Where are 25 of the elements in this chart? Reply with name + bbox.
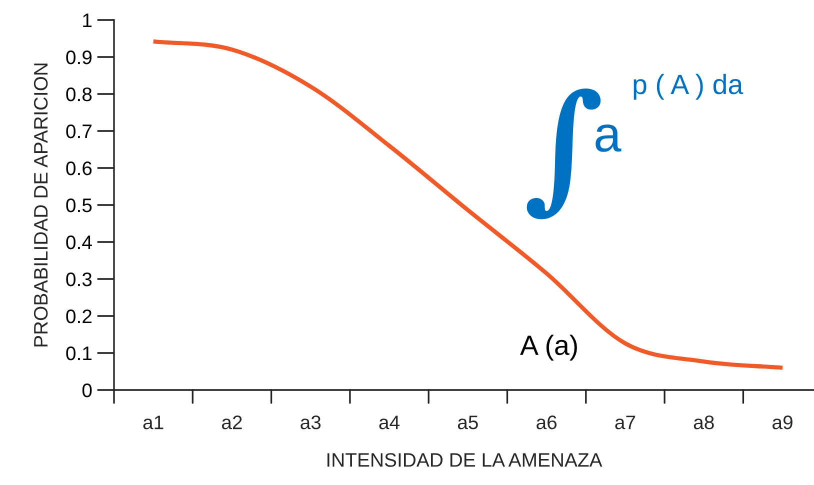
x-tick-label: a7 [615,416,636,430]
x-tick-label: a5 [458,416,478,430]
annotation: p ( A ) da [634,74,744,100]
y-tick-label: 1 [83,14,92,28]
y-tick-label: 0.5 [66,198,92,212]
y-tick-label: 0.9 [66,50,92,64]
y-tick-label: 0.1 [66,346,92,360]
y-tick-label: 0.3 [66,272,92,286]
y-tick-label: 0.6 [66,161,92,176]
x-tick-label: a2 [222,416,242,430]
y-tick-label: 0 [82,383,92,398]
x-tick-label: a3 [300,416,321,430]
x-tick-label: a4 [379,416,400,430]
x-tick-label: a9 [772,416,792,430]
line-series [151,39,785,370]
y-tick-label: 0.4 [66,235,92,250]
annotation: A (a) [520,334,577,361]
x-tick-label: a8 [694,416,714,430]
y-tick-label: 0.2 [66,309,92,324]
x-tick-label: a1 [143,416,164,430]
y-tick-label: 0.8 [66,87,92,102]
x-tick-label: a6 [536,416,557,430]
y-axis-title: PROBABILIDAD DE APARICION [34,64,48,346]
y-tick-label: 0.7 [66,124,92,138]
x-axis-title: INTENSIDAD DE LA AMENAZA [327,453,602,467]
